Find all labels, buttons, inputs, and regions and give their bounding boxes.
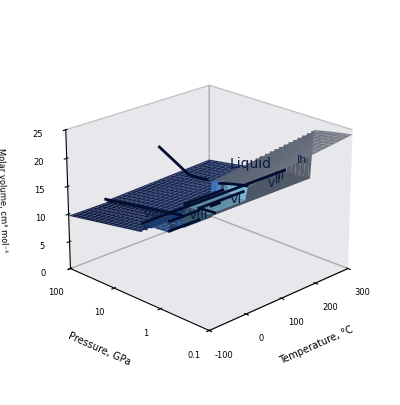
X-axis label: Temperature, °C: Temperature, °C [278, 324, 354, 366]
Y-axis label: Pressure, GPa: Pressure, GPa [67, 330, 132, 367]
